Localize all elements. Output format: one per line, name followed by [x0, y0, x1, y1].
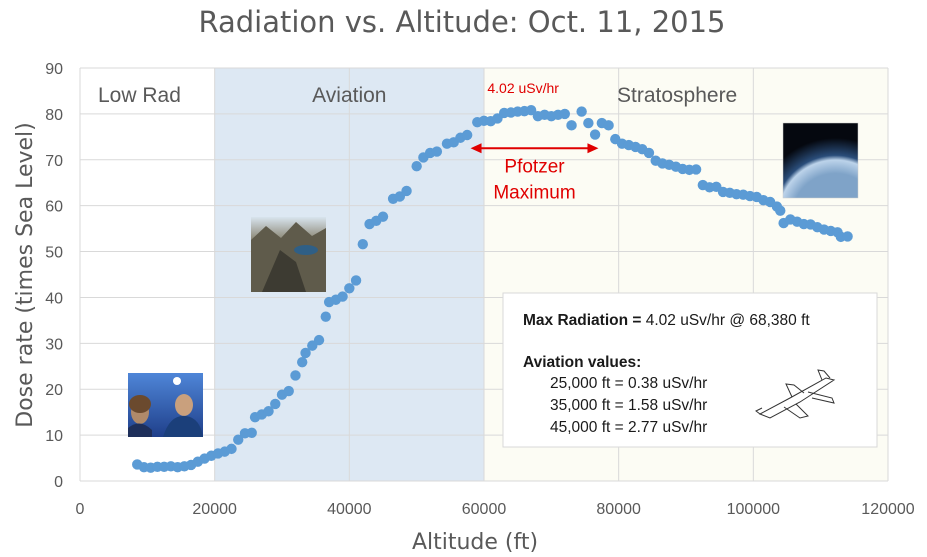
data-point [320, 311, 331, 322]
region-label-low: Low Rad [98, 84, 181, 107]
x-tick-label: 20000 [192, 501, 237, 518]
data-point [290, 370, 301, 381]
data-point [297, 356, 308, 368]
region-labels: Low Rad Aviation Stratosphere [98, 84, 737, 107]
pfotzer-arrow-left-head [470, 143, 482, 154]
region-label-stratosphere: Stratosphere [617, 84, 737, 107]
data-point [559, 108, 570, 120]
y-tick-label: 0 [54, 474, 63, 491]
x-tick-label: 60000 [462, 501, 507, 518]
info-box: Max Radiation = 4.02 uSv/hr @ 68,380 ft … [502, 292, 878, 448]
data-point [775, 205, 786, 216]
data-point [525, 105, 537, 116]
y-tick-label: 80 [45, 107, 63, 124]
aviation-row: 25,000 ft = 0.38 uSv/hr [550, 375, 707, 392]
y-axis-label: Dose rate (times Sea Level) [13, 122, 38, 427]
data-point [603, 120, 614, 131]
data-point [377, 211, 389, 222]
data-point [246, 427, 257, 439]
data-point [643, 147, 655, 159]
y-tick-label: 70 [45, 153, 63, 170]
pfotzer-label: Maximum [493, 182, 575, 203]
y-tick-label: 60 [45, 199, 63, 216]
data-point [431, 146, 443, 157]
data-point [226, 443, 237, 455]
data-point [401, 185, 412, 197]
x-tick-label: 0 [76, 501, 85, 518]
data-points [132, 105, 853, 473]
pfotzer-arrow-right-head [587, 143, 599, 154]
x-tick-label: 120000 [861, 501, 914, 518]
svg-text:Max Radiation = 4.02 uSv/hr @: Max Radiation = 4.02 uSv/hr @ 68,380 ft [523, 312, 810, 329]
aviation-values-heading: Aviation values: [523, 354, 641, 371]
aviation-row: 35,000 ft = 1.58 uSv/hr [550, 397, 707, 414]
x-tick-label: 100000 [727, 501, 780, 518]
mountains-photo [251, 217, 326, 292]
chart-title: Radiation vs. Altitude: Oct. 11, 2015 [198, 5, 725, 39]
data-point [583, 117, 594, 129]
max-radiation-value: 4.02 uSv/hr @ 68,380 ft [641, 312, 810, 329]
data-point [344, 283, 355, 294]
y-tick-label: 10 [45, 428, 63, 445]
data-point [461, 129, 473, 141]
data-point [300, 347, 311, 359]
aviation-row: 45,000 ft = 2.77 uSv/hr [550, 419, 707, 436]
airplane-icon [755, 369, 836, 419]
x-tick-label: 80000 [596, 501, 641, 518]
data-point [566, 120, 577, 131]
pfotzer-annotation: 4.02 uSv/hr Pfotzer Maximum [470, 80, 599, 203]
peak-value-label: 4.02 uSv/hr [487, 80, 559, 96]
y-tick-label: 40 [45, 290, 63, 307]
axes: 0 20000 40000 60000 80000 100000 120000 0 10 20 30… [45, 61, 915, 518]
data-point [589, 129, 601, 140]
data-point [337, 291, 348, 302]
data-point [270, 398, 281, 410]
data-point [411, 161, 422, 172]
data-point [233, 434, 244, 445]
data-point [842, 231, 853, 242]
max-radiation-label: Max Radiation = [523, 312, 641, 329]
selfie-photo [128, 373, 203, 437]
data-point [313, 334, 325, 346]
data-point [576, 106, 587, 117]
y-tick-label: 20 [45, 382, 63, 399]
data-point [263, 406, 274, 417]
earth-from-stratosphere-photo [782, 122, 859, 199]
data-point [283, 385, 294, 397]
data-point [350, 275, 362, 286]
data-point [690, 164, 702, 175]
data-point [357, 239, 368, 250]
y-tick-label: 50 [45, 245, 63, 262]
x-tick-label: 40000 [327, 501, 372, 518]
pfotzer-label: Pfotzer [504, 156, 565, 177]
y-tick-label: 30 [45, 336, 63, 353]
y-tick-label: 90 [45, 61, 63, 78]
x-axis-label: Altitude (ft) [412, 530, 538, 555]
region-label-aviation: Aviation [312, 84, 386, 107]
